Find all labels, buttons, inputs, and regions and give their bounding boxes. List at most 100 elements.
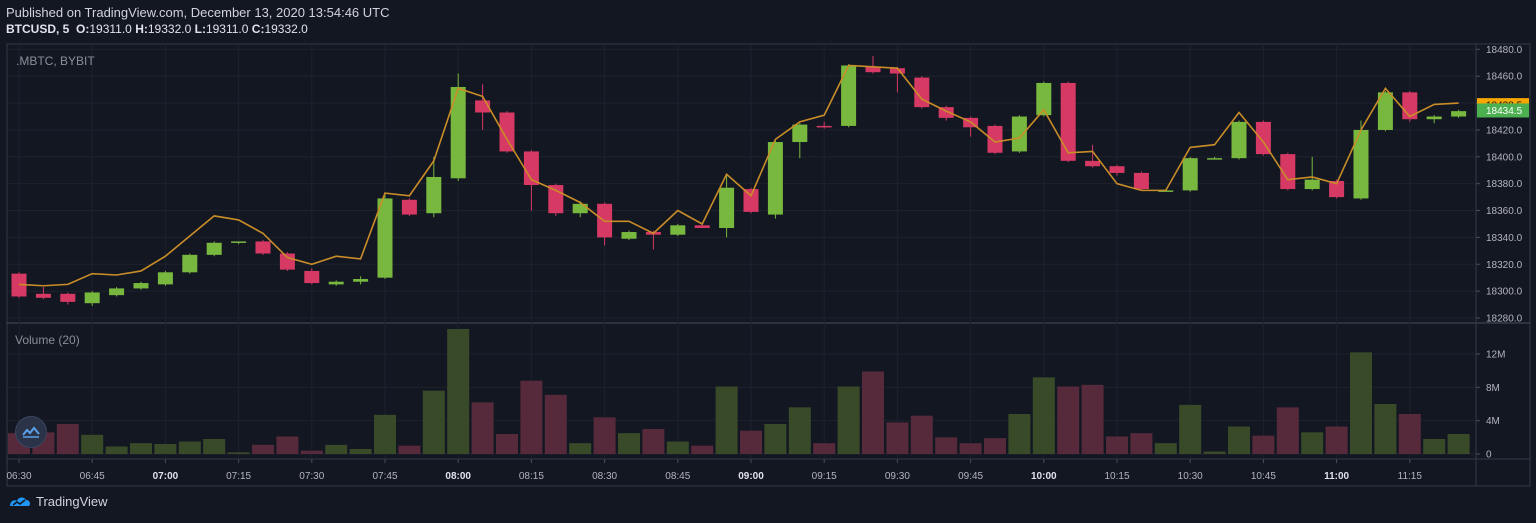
candle-body	[767, 142, 783, 215]
volume-bar	[203, 439, 226, 454]
time-tick-label: 08:00	[445, 471, 471, 482]
candle-body	[1036, 82, 1052, 116]
volume-bar	[740, 430, 762, 454]
candle-body	[743, 189, 759, 212]
candle-body	[1353, 129, 1369, 199]
tradingview-badge[interactable]	[15, 416, 47, 448]
volume-bar	[1374, 404, 1397, 454]
candle-body	[1231, 121, 1247, 159]
volume-bar	[374, 414, 396, 454]
candle-body	[255, 241, 271, 254]
time-tick-label: 07:45	[372, 471, 397, 482]
price-tick-label: 18360.0	[1486, 206, 1523, 217]
candle-body	[35, 293, 51, 298]
time-tick-label: 08:45	[665, 471, 690, 482]
price-tick-label: 18340.0	[1486, 233, 1523, 244]
volume-bar	[788, 407, 811, 454]
candle-body	[499, 112, 515, 152]
candle-body	[206, 242, 222, 255]
tradingview-logo-icon	[10, 496, 30, 506]
price-tick-label: 18320.0	[1486, 260, 1523, 271]
time-tick-label: 10:15	[1104, 471, 1129, 482]
volume-bar	[1179, 404, 1202, 454]
time-tick-label: 07:15	[226, 471, 251, 482]
volume-bar	[984, 438, 1006, 454]
candle-body	[792, 124, 808, 143]
price-tick-label: 18420.0	[1486, 125, 1523, 136]
chart-frame	[6, 43, 1531, 487]
time-tick-label: 08:30	[592, 471, 617, 482]
candle-body	[1011, 116, 1027, 152]
candle-body	[523, 151, 539, 186]
tradingview-brand[interactable]: TradingView	[8, 494, 108, 509]
volume-tick-label: 0	[1486, 450, 1492, 461]
volume-bar	[300, 450, 323, 454]
candle-body	[1255, 121, 1271, 155]
candle-body	[60, 293, 76, 302]
volume-bar	[1228, 426, 1250, 454]
candle-body	[1402, 92, 1418, 120]
volume-bar	[1423, 439, 1446, 454]
time-tick-label: 10:00	[1031, 471, 1057, 482]
volume-label: Volume (20)	[15, 333, 80, 347]
time-tick-label: 09:45	[958, 471, 983, 482]
volume-bar	[1106, 436, 1128, 454]
volume-bar	[154, 444, 177, 454]
volume-tick-label: 12M	[1486, 350, 1505, 361]
candle-body	[670, 225, 686, 235]
volume-bar	[252, 444, 274, 454]
candle-body	[719, 187, 735, 228]
price-tick-label: 18300.0	[1486, 287, 1523, 298]
time-tick-label: 10:45	[1251, 471, 1276, 482]
pane-label: .MBTC, BYBIT	[16, 54, 95, 68]
price-tick-label: 18480.0	[1486, 45, 1523, 56]
candle-body	[157, 272, 173, 285]
candle-body	[353, 279, 369, 282]
candle-body	[133, 283, 149, 289]
time-tick-label: 09:30	[885, 471, 910, 482]
brand-name: TradingView	[36, 494, 108, 509]
volume-bar	[1398, 414, 1421, 454]
low-value: 19311.0	[205, 22, 249, 36]
time-tick-label: 08:15	[519, 471, 544, 482]
volume-bar	[471, 402, 494, 454]
published-info: Published on TradingView.com, December 1…	[6, 5, 390, 20]
candle-body	[987, 125, 1003, 153]
volume-bar	[666, 441, 689, 454]
candle-body	[426, 176, 442, 214]
price-badge-label: 18434.5	[1486, 106, 1523, 117]
volume-bar	[276, 436, 299, 454]
moving-average-line	[18, 64, 1459, 287]
volume-bar	[1252, 435, 1275, 454]
candle-body	[816, 125, 832, 128]
candle-body	[401, 199, 417, 215]
volume-bar	[813, 443, 836, 454]
time-tick-label: 06:30	[6, 471, 31, 482]
volume-bar	[130, 443, 152, 454]
low-label: L:	[194, 22, 206, 36]
open-label: O:	[76, 22, 90, 36]
candle-body	[377, 198, 393, 278]
volume-bar	[886, 422, 909, 454]
candle-body	[694, 225, 710, 228]
high-value: 19332.0	[147, 22, 192, 36]
time-tick-label: 09:00	[738, 471, 764, 482]
close-value: 19332.0	[264, 22, 308, 36]
price-tick-label: 18380.0	[1486, 179, 1523, 190]
candle-body	[1377, 92, 1393, 130]
volume-bar	[1301, 432, 1324, 454]
candle-body	[328, 281, 344, 285]
volume-bar	[837, 386, 860, 454]
volume-bar	[447, 329, 470, 454]
volume-bar	[349, 449, 372, 454]
volume-bar	[1008, 414, 1031, 454]
volume-bar	[1276, 407, 1299, 454]
candle-body	[938, 107, 954, 118]
candle-body	[1451, 111, 1467, 117]
volume-bar	[496, 434, 518, 454]
candle-body	[889, 68, 905, 74]
volume-bar	[178, 441, 201, 454]
cloud-chart-icon	[22, 426, 40, 438]
candle-body	[1109, 166, 1125, 173]
